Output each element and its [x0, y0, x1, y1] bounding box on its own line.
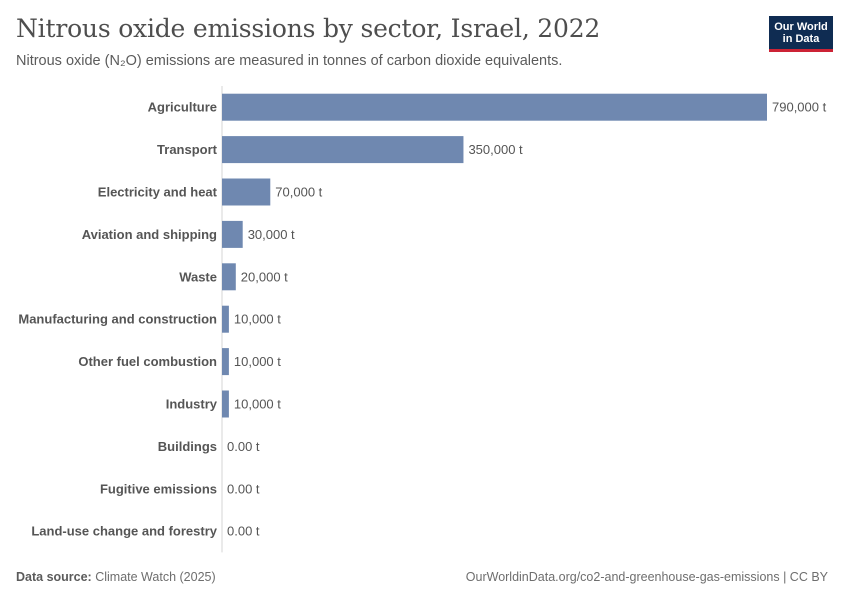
value-label: 10,000 t — [234, 397, 281, 412]
category-label: Transport — [157, 142, 218, 157]
bar[interactable] — [222, 390, 229, 418]
category-label: Waste — [179, 269, 217, 284]
bar[interactable] — [222, 263, 236, 291]
owid-logo[interactable]: Our World in Data — [769, 16, 833, 52]
category-label: Industry — [166, 397, 218, 412]
bar-chart: Agriculture 790,000 t Transport 350,000 t El… — [18, 86, 827, 553]
value-label: 20,000 t — [241, 269, 288, 284]
value-label: 0.00 t — [227, 481, 260, 496]
value-label: 10,000 t — [234, 354, 281, 369]
bar[interactable] — [222, 93, 767, 121]
data-source: Data source: Climate Watch (2025) — [16, 570, 216, 584]
category-label: Land-use change and forestry — [31, 524, 217, 539]
data-source-link[interactable]: Climate Watch (2025) — [95, 570, 216, 584]
value-label: 10,000 t — [234, 312, 281, 327]
bar[interactable] — [222, 220, 243, 248]
value-label: 30,000 t — [248, 227, 295, 242]
chart-subtitle: Nitrous oxide (N₂O) emissions are measur… — [16, 53, 563, 69]
logo-line-1: Our World — [774, 21, 828, 33]
category-label: Agriculture — [148, 100, 217, 115]
footer-url-license[interactable]: OurWorldinData.org/co2-and-greenhouse-ga… — [465, 570, 828, 584]
logo-line-2: in Data — [782, 33, 820, 45]
bar[interactable] — [222, 178, 271, 206]
value-label: 0.00 t — [227, 524, 260, 539]
category-label: Other fuel combustion — [78, 354, 217, 369]
category-label: Aviation and shipping — [82, 227, 217, 242]
chart-title: Nitrous oxide emissions by sector, Israe… — [16, 14, 601, 43]
bar[interactable] — [222, 136, 464, 164]
category-label: Electricity and heat — [98, 185, 218, 200]
bar[interactable] — [222, 305, 229, 333]
category-label: Fugitive emissions — [100, 481, 217, 496]
value-label: 350,000 t — [468, 142, 523, 157]
data-source-label: Data source: — [16, 570, 92, 584]
value-label: 70,000 t — [275, 185, 322, 200]
category-label: Manufacturing and construction — [18, 312, 217, 327]
value-label: 0.00 t — [227, 439, 260, 454]
category-label: Buildings — [158, 439, 217, 454]
bar[interactable] — [222, 348, 229, 376]
value-label: 790,000 t — [772, 100, 827, 115]
